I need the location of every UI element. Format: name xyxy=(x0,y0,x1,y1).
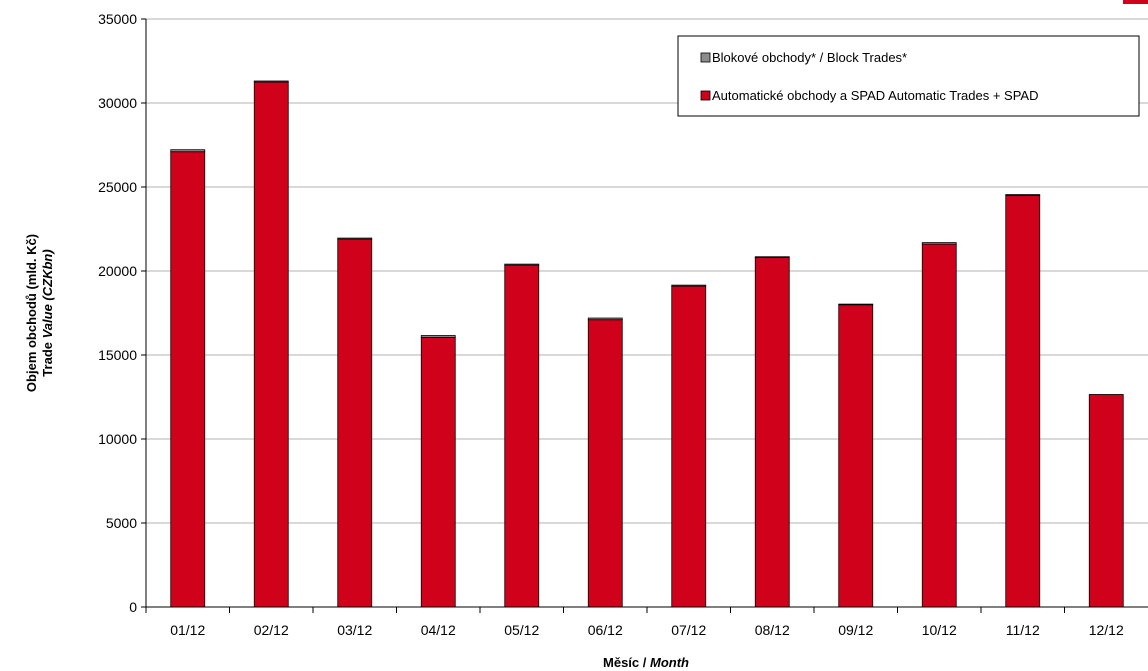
bar-segment-block-09-12 xyxy=(838,303,874,306)
bar-segment-block-02-12 xyxy=(253,80,289,83)
bar-segment-automatic-08-12 xyxy=(754,257,790,608)
y-axis-title-english-b: Value (CZKbn) xyxy=(40,249,55,338)
x-tick-label: 12/12 xyxy=(1089,622,1124,638)
y-tick-label: 15000 xyxy=(98,347,137,363)
legend-label-block-trades: Blokové obchody* / Block Trades* xyxy=(712,50,907,65)
y-tick-label: 30000 xyxy=(98,95,137,111)
x-tick-label: 06/12 xyxy=(588,622,623,638)
bars xyxy=(170,80,1124,608)
legend-swatch-block-trades xyxy=(700,52,711,63)
bar-segment-automatic-11-12 xyxy=(1005,194,1041,608)
x-tick-label: 08/12 xyxy=(755,622,790,638)
bar-segment-block-03-12 xyxy=(337,237,373,240)
bar-segment-automatic-09-12 xyxy=(838,304,874,608)
bar-segment-block-01-12 xyxy=(170,149,206,153)
y-axis-title: Objem obchodů (mld. Kč) xyxy=(24,234,39,392)
y-tick-label: 20000 xyxy=(98,263,137,279)
bar-segment-automatic-01-12 xyxy=(170,151,206,608)
x-tick-labels: 01/12 02/12 03/12 04/12 05/12 06/12 07/12 08/12… xyxy=(170,622,1124,638)
y-tick-label: 5000 xyxy=(106,515,137,531)
y-tick-labels: 0 5000 10000 15000 20000 25000 30000 35000 xyxy=(98,11,137,615)
x-tick-label: 05/12 xyxy=(504,622,539,638)
axes xyxy=(141,18,1148,613)
x-tick-label: 01/12 xyxy=(170,622,205,638)
bar-segment-automatic-12-12 xyxy=(1088,394,1124,608)
x-axis-title-a: Měsíc / xyxy=(603,655,650,670)
bar-segment-block-06-12 xyxy=(587,317,623,321)
y-tick-label: 35000 xyxy=(98,11,137,27)
bar-segment-automatic-06-12 xyxy=(587,319,623,608)
legend-label-automatic-trades: Automatické obchody a SPAD Automatic Tra… xyxy=(712,88,1039,103)
bar-segment-automatic-02-12 xyxy=(253,81,289,608)
y-axis-title-english-a: Trade xyxy=(40,338,55,376)
x-tick-label: 03/12 xyxy=(337,622,372,638)
brand-mark xyxy=(1123,0,1148,4)
gridlines xyxy=(146,18,1148,524)
bar-segment-automatic-05-12 xyxy=(504,264,540,608)
x-tick-label: 07/12 xyxy=(671,622,706,638)
x-axis-title: Měsíc / Month xyxy=(603,655,689,670)
x-axis-title-b: Month xyxy=(650,655,689,670)
bar-segment-block-08-12 xyxy=(754,256,790,258)
bar-segment-block-10-12 xyxy=(921,242,957,245)
bar-segment-automatic-07-12 xyxy=(671,285,707,608)
bar-segment-block-05-12 xyxy=(504,263,540,266)
x-tick-label: 09/12 xyxy=(838,622,873,638)
y-tick-label: 10000 xyxy=(98,431,137,447)
bar-segment-block-11-12 xyxy=(1005,194,1041,196)
y-axis-title-english: Trade Value (CZKbn) xyxy=(40,249,55,376)
x-tick-label: 02/12 xyxy=(254,622,289,638)
x-tick-label: 10/12 xyxy=(922,622,957,638)
bar-segment-block-07-12 xyxy=(671,284,707,287)
legend-box xyxy=(677,35,1140,117)
x-tick-label: 04/12 xyxy=(421,622,456,638)
bar-segment-block-04-12 xyxy=(420,335,456,338)
y-tick-label: 25000 xyxy=(98,179,137,195)
y-tick-label: 0 xyxy=(129,599,137,615)
bar-segment-automatic-10-12 xyxy=(921,243,957,608)
x-tick-label: 11/12 xyxy=(1006,622,1040,638)
bar-segment-automatic-03-12 xyxy=(337,238,373,608)
legend: Blokové obchody* / Block Trades* Automat… xyxy=(677,35,1140,117)
legend-swatch-automatic-trades xyxy=(700,90,711,101)
bar-segment-automatic-04-12 xyxy=(420,336,456,608)
